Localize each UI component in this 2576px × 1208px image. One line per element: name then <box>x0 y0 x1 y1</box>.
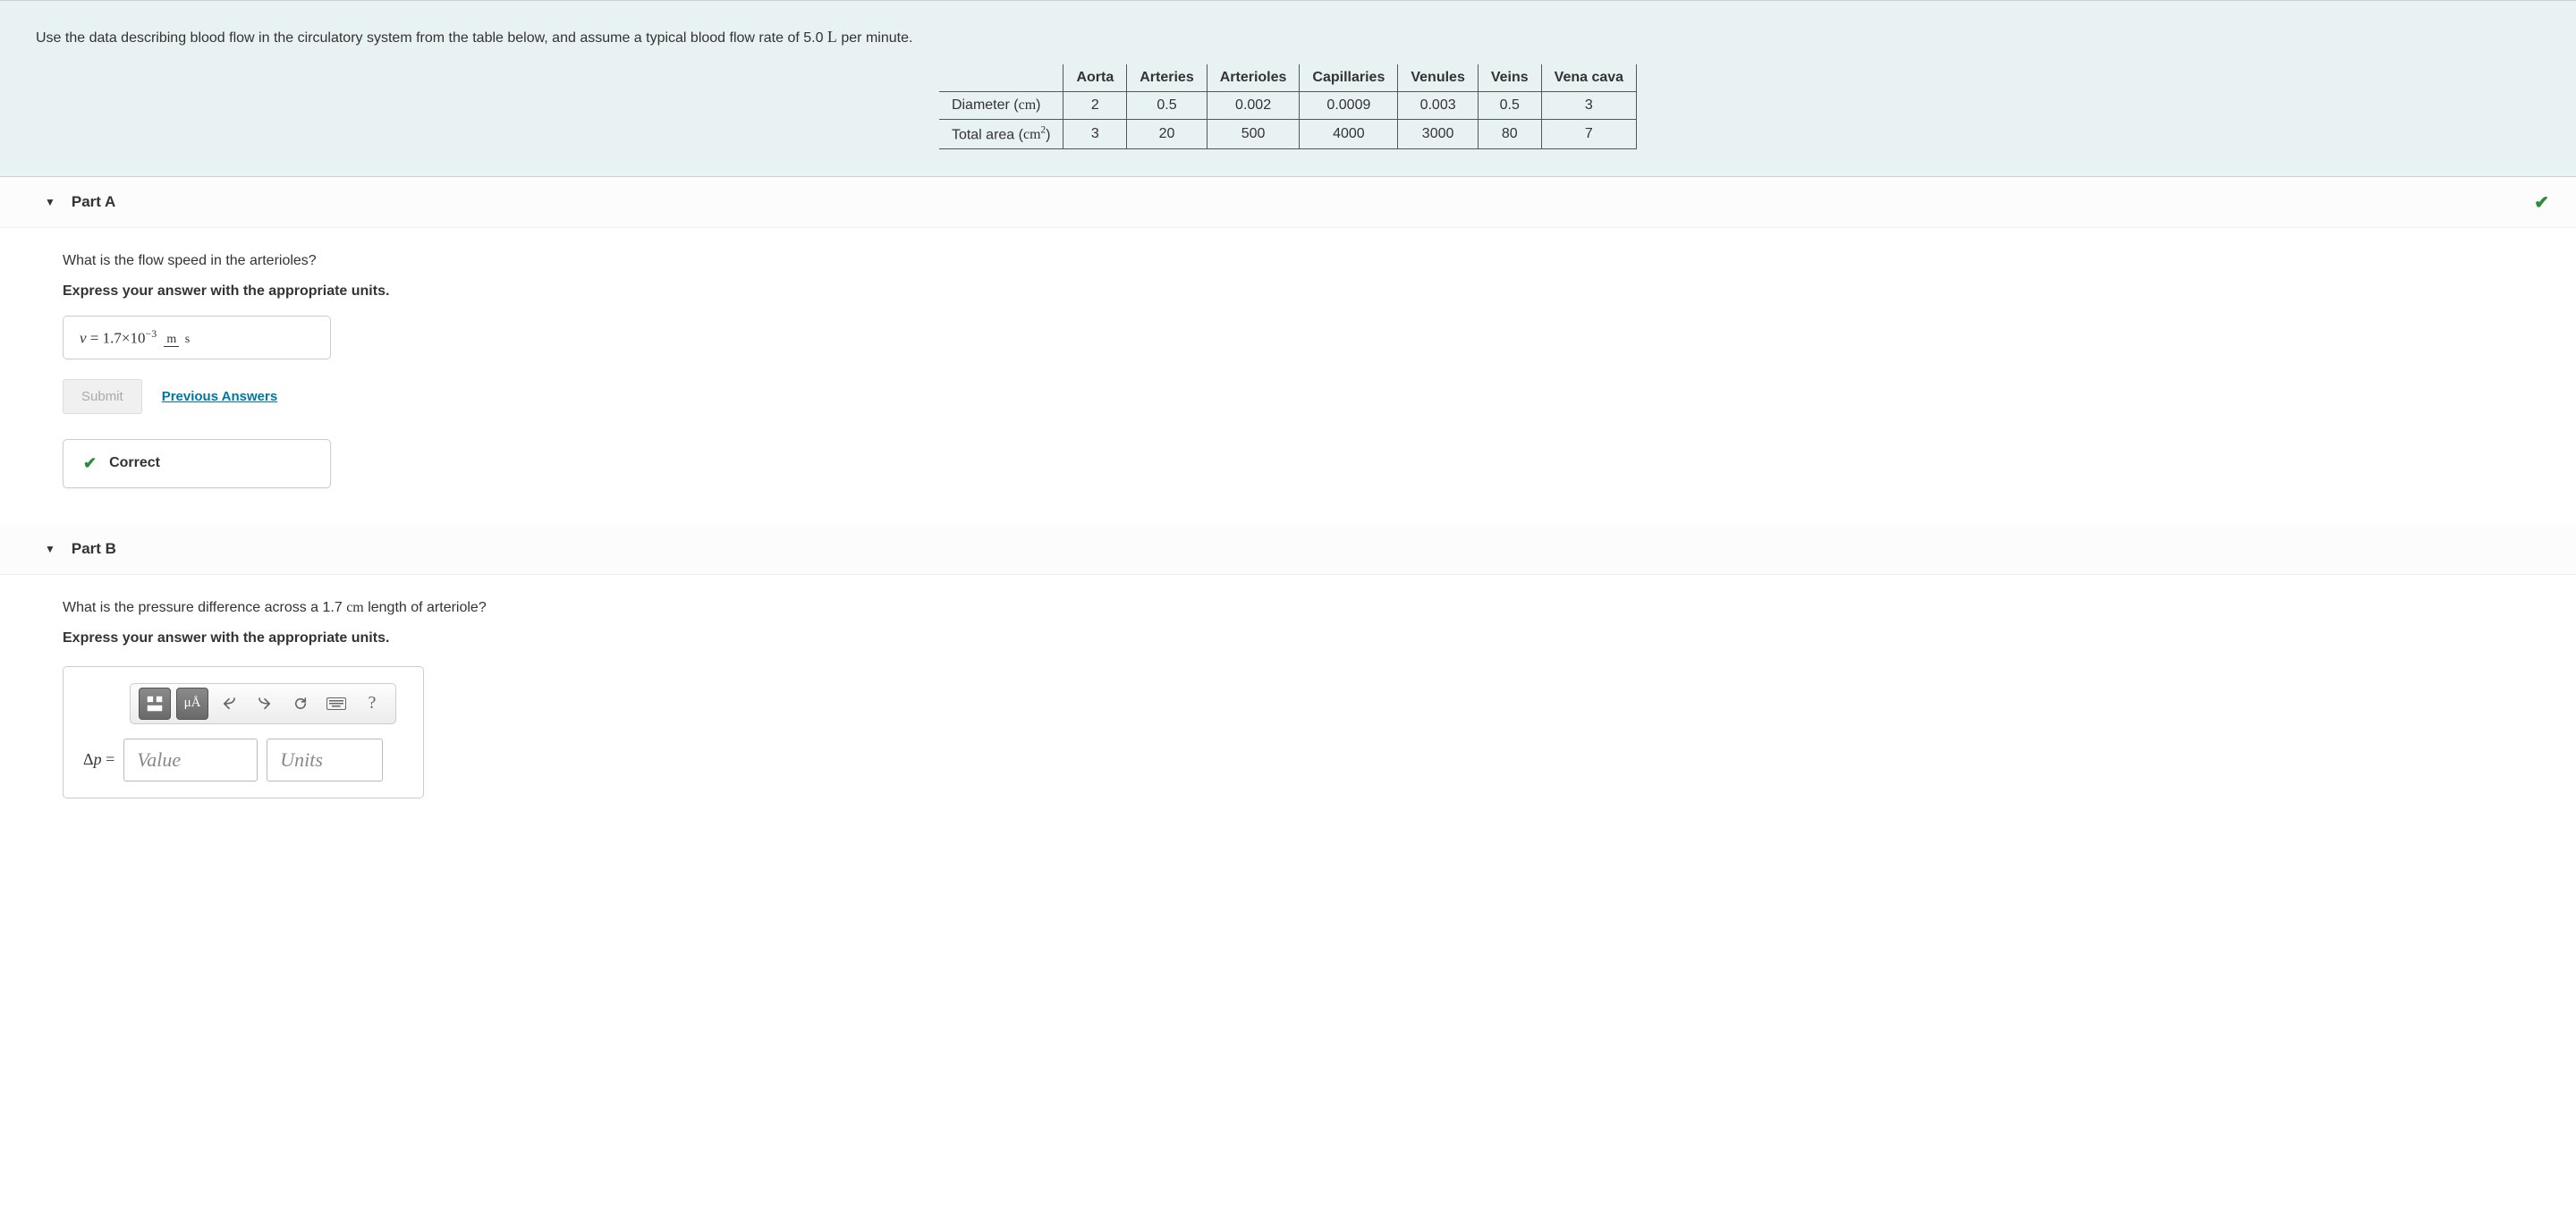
table-cell: 3 <box>1063 120 1127 149</box>
row-label-unit: cm2 <box>1023 127 1046 142</box>
part-b-instruction: Express your answer with the appropriate… <box>63 630 2513 646</box>
table-cell: 4000 <box>1300 120 1398 149</box>
col-header: Arteries <box>1127 64 1207 92</box>
row-label-prefix: Diameter ( <box>952 97 1019 113</box>
row-label-suffix: ) <box>1046 127 1050 142</box>
table-cell: 20 <box>1127 120 1207 149</box>
previous-answers-link[interactable]: Previous Answers <box>162 389 278 404</box>
intro-prefix: Use the data describing blood flow in th… <box>36 30 827 46</box>
caret-down-icon: ▼ <box>45 543 55 555</box>
table-cell: 2 <box>1063 92 1127 120</box>
part-b-answer-widget: μÅ ? Δp = Value Units <box>63 666 424 798</box>
answer-unit-fraction: m s <box>164 333 192 346</box>
problem-intro: Use the data describing blood flow in th… <box>0 0 2576 177</box>
intro-unit: L <box>827 28 837 46</box>
intro-text: Use the data describing blood flow in th… <box>36 28 2540 46</box>
answer-lhs: v <box>80 330 87 347</box>
intro-suffix: per minute. <box>837 30 912 46</box>
input-lhs: Δp = <box>83 750 114 769</box>
row-label: Total area (cm2) <box>939 120 1063 149</box>
table-cell: 80 <box>1478 120 1541 149</box>
keyboard-icon[interactable] <box>321 688 352 719</box>
answer-input-row: Δp = Value Units <box>83 739 396 781</box>
part-a-button-row: Submit Previous Answers <box>63 379 2513 414</box>
table-row: Diameter (cm) 2 0.5 0.002 0.0009 0.003 0… <box>939 92 1637 120</box>
q-unit: cm <box>346 600 364 615</box>
row-label-unit: cm <box>1019 97 1037 113</box>
col-header: Aorta <box>1063 64 1127 92</box>
q-prefix: What is the pressure difference across a… <box>63 600 346 615</box>
table-cell: 3000 <box>1398 120 1478 149</box>
part-b-header[interactable]: ▼ Part B <box>0 524 2576 575</box>
table-corner <box>939 64 1063 92</box>
table-cell: 0.5 <box>1478 92 1541 120</box>
feedback-label: Correct <box>109 455 160 471</box>
row-label: Diameter (cm) <box>939 92 1063 120</box>
part-a-instruction: Express your answer with the appropriate… <box>63 283 2513 300</box>
part-a-answer-display: v = 1.7×10−3 m s <box>63 316 331 359</box>
col-header: Veins <box>1478 64 1541 92</box>
check-icon: ✔ <box>83 454 97 473</box>
help-button[interactable]: ? <box>357 688 387 719</box>
col-header: Arterioles <box>1207 64 1300 92</box>
col-header: Venules <box>1398 64 1478 92</box>
units-button[interactable]: μÅ <box>176 688 208 720</box>
check-icon: ✔ <box>2534 191 2549 214</box>
redo-icon[interactable] <box>250 688 280 719</box>
reset-icon[interactable] <box>285 688 316 719</box>
table-cell: 0.5 <box>1127 92 1207 120</box>
submit-button[interactable]: Submit <box>63 379 142 414</box>
answer-frac-den: s <box>182 333 192 346</box>
part-a-title: Part A <box>72 193 115 211</box>
part-a-body: What is the flow speed in the arterioles… <box>0 228 2576 524</box>
col-header: Capillaries <box>1300 64 1398 92</box>
answer-exp: −3 <box>145 327 157 340</box>
undo-icon[interactable] <box>214 688 244 719</box>
answer-coef: 1.7×10 <box>103 330 146 347</box>
part-b-body: What is the pressure difference across a… <box>0 575 2576 834</box>
answer-frac-num: m <box>164 333 179 347</box>
q-suffix: length of arteriole? <box>364 600 487 615</box>
col-header: Vena cava <box>1541 64 1636 92</box>
table-row: Total area (cm2) 3 20 500 4000 3000 80 7 <box>939 120 1637 149</box>
templates-icon[interactable] <box>139 688 171 720</box>
table-cell: 3 <box>1541 92 1636 120</box>
data-table: Aorta Arteries Arterioles Capillaries Ve… <box>939 64 1637 149</box>
feedback-correct: ✔ Correct <box>63 439 331 488</box>
table-header-row: Aorta Arteries Arterioles Capillaries Ve… <box>939 64 1637 92</box>
table-cell: 0.002 <box>1207 92 1300 120</box>
part-a-header[interactable]: ▼ Part A ✔ <box>0 177 2576 228</box>
table-cell: 0.0009 <box>1300 92 1398 120</box>
table-cell: 500 <box>1207 120 1300 149</box>
part-b-title: Part B <box>72 540 116 558</box>
table-cell: 0.003 <box>1398 92 1478 120</box>
units-input[interactable]: Units <box>267 739 383 781</box>
part-b-question: What is the pressure difference across a… <box>63 600 2513 616</box>
table-cell: 7 <box>1541 120 1636 149</box>
answer-eq: = <box>87 330 103 347</box>
answer-toolbar: μÅ ? <box>130 683 396 724</box>
row-label-prefix: Total area ( <box>952 127 1023 142</box>
value-input[interactable]: Value <box>123 739 258 781</box>
caret-down-icon: ▼ <box>45 196 55 208</box>
row-label-suffix: ) <box>1036 97 1040 113</box>
row-label-unit-base: cm <box>1023 127 1041 142</box>
part-a-question: What is the flow speed in the arterioles… <box>63 253 2513 269</box>
